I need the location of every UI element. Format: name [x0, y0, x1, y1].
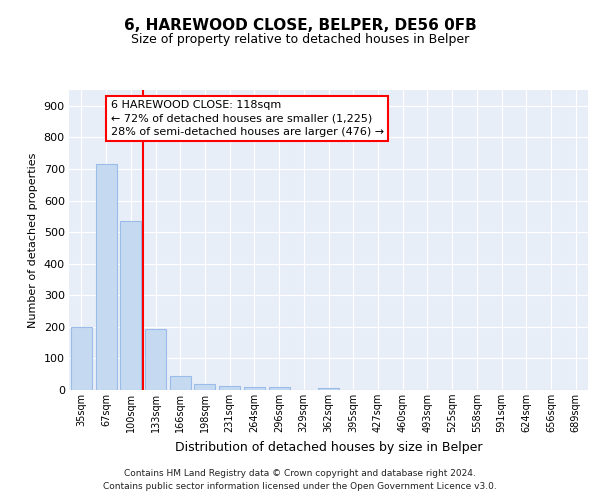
Text: Contains public sector information licensed under the Open Government Licence v3: Contains public sector information licen…: [103, 482, 497, 491]
Bar: [145, 329, 166, 390]
Bar: [95, 164, 116, 390]
Bar: [71, 327, 92, 390]
Bar: [318, 388, 339, 390]
Text: 6, HAREWOOD CLOSE, BELPER, DE56 0FB: 6, HAREWOOD CLOSE, BELPER, DE56 0FB: [124, 18, 476, 32]
Y-axis label: Number of detached properties: Number of detached properties: [28, 152, 38, 328]
Bar: [269, 388, 290, 390]
Bar: [120, 221, 141, 390]
Text: 6 HAREWOOD CLOSE: 118sqm
← 72% of detached houses are smaller (1,225)
28% of sem: 6 HAREWOOD CLOSE: 118sqm ← 72% of detach…: [110, 100, 383, 137]
Text: Size of property relative to detached houses in Belper: Size of property relative to detached ho…: [131, 32, 469, 46]
Bar: [194, 384, 215, 390]
Bar: [244, 386, 265, 390]
X-axis label: Distribution of detached houses by size in Belper: Distribution of detached houses by size …: [175, 440, 482, 454]
Bar: [170, 376, 191, 390]
Text: Contains HM Land Registry data © Crown copyright and database right 2024.: Contains HM Land Registry data © Crown c…: [124, 468, 476, 477]
Bar: [219, 386, 240, 390]
